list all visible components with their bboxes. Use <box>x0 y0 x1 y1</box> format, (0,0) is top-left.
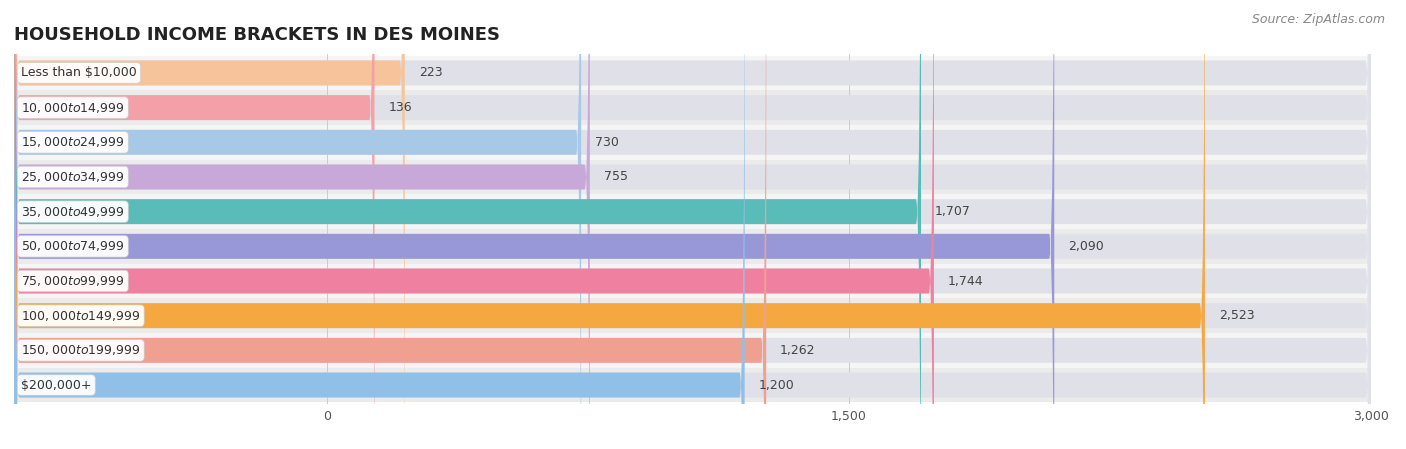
Bar <box>14 264 1371 298</box>
Text: $15,000 to $24,999: $15,000 to $24,999 <box>21 135 125 150</box>
Text: $10,000 to $14,999: $10,000 to $14,999 <box>21 101 125 114</box>
Text: 2,523: 2,523 <box>1219 309 1254 322</box>
Text: 730: 730 <box>595 136 619 149</box>
Bar <box>14 298 1371 333</box>
FancyBboxPatch shape <box>14 0 1371 449</box>
FancyBboxPatch shape <box>14 0 745 449</box>
Bar <box>14 160 1371 194</box>
FancyBboxPatch shape <box>14 0 1371 449</box>
Bar <box>14 229 1371 264</box>
FancyBboxPatch shape <box>14 0 1371 449</box>
Text: 136: 136 <box>388 101 412 114</box>
Text: $50,000 to $74,999: $50,000 to $74,999 <box>21 239 125 253</box>
Text: 755: 755 <box>603 171 627 184</box>
Bar <box>14 56 1371 90</box>
Bar <box>14 125 1371 160</box>
FancyBboxPatch shape <box>14 0 1371 449</box>
Bar <box>14 90 1371 125</box>
Bar <box>14 368 1371 402</box>
Text: 1,200: 1,200 <box>759 379 794 392</box>
Text: 1,262: 1,262 <box>780 344 815 357</box>
FancyBboxPatch shape <box>14 0 1205 449</box>
Text: Source: ZipAtlas.com: Source: ZipAtlas.com <box>1251 13 1385 26</box>
Text: 223: 223 <box>419 66 443 79</box>
FancyBboxPatch shape <box>14 0 1371 449</box>
FancyBboxPatch shape <box>14 0 1371 449</box>
Text: $150,000 to $199,999: $150,000 to $199,999 <box>21 343 141 357</box>
Text: $35,000 to $49,999: $35,000 to $49,999 <box>21 205 125 219</box>
Text: Less than $10,000: Less than $10,000 <box>21 66 136 79</box>
FancyBboxPatch shape <box>14 0 1054 449</box>
Text: $100,000 to $149,999: $100,000 to $149,999 <box>21 308 141 323</box>
FancyBboxPatch shape <box>14 0 1371 449</box>
FancyBboxPatch shape <box>14 0 591 449</box>
Text: $25,000 to $34,999: $25,000 to $34,999 <box>21 170 125 184</box>
FancyBboxPatch shape <box>14 0 921 449</box>
Bar <box>14 194 1371 229</box>
Text: $75,000 to $99,999: $75,000 to $99,999 <box>21 274 125 288</box>
Text: 2,090: 2,090 <box>1069 240 1104 253</box>
Text: HOUSEHOLD INCOME BRACKETS IN DES MOINES: HOUSEHOLD INCOME BRACKETS IN DES MOINES <box>14 26 501 44</box>
Text: $200,000+: $200,000+ <box>21 379 91 392</box>
FancyBboxPatch shape <box>14 0 766 449</box>
Text: 1,744: 1,744 <box>948 274 983 287</box>
FancyBboxPatch shape <box>14 0 581 449</box>
FancyBboxPatch shape <box>14 0 1371 449</box>
Text: 1,707: 1,707 <box>935 205 970 218</box>
Bar <box>14 333 1371 368</box>
FancyBboxPatch shape <box>14 0 374 449</box>
FancyBboxPatch shape <box>14 0 1371 449</box>
FancyBboxPatch shape <box>14 0 1371 449</box>
FancyBboxPatch shape <box>14 0 405 449</box>
FancyBboxPatch shape <box>14 0 934 449</box>
